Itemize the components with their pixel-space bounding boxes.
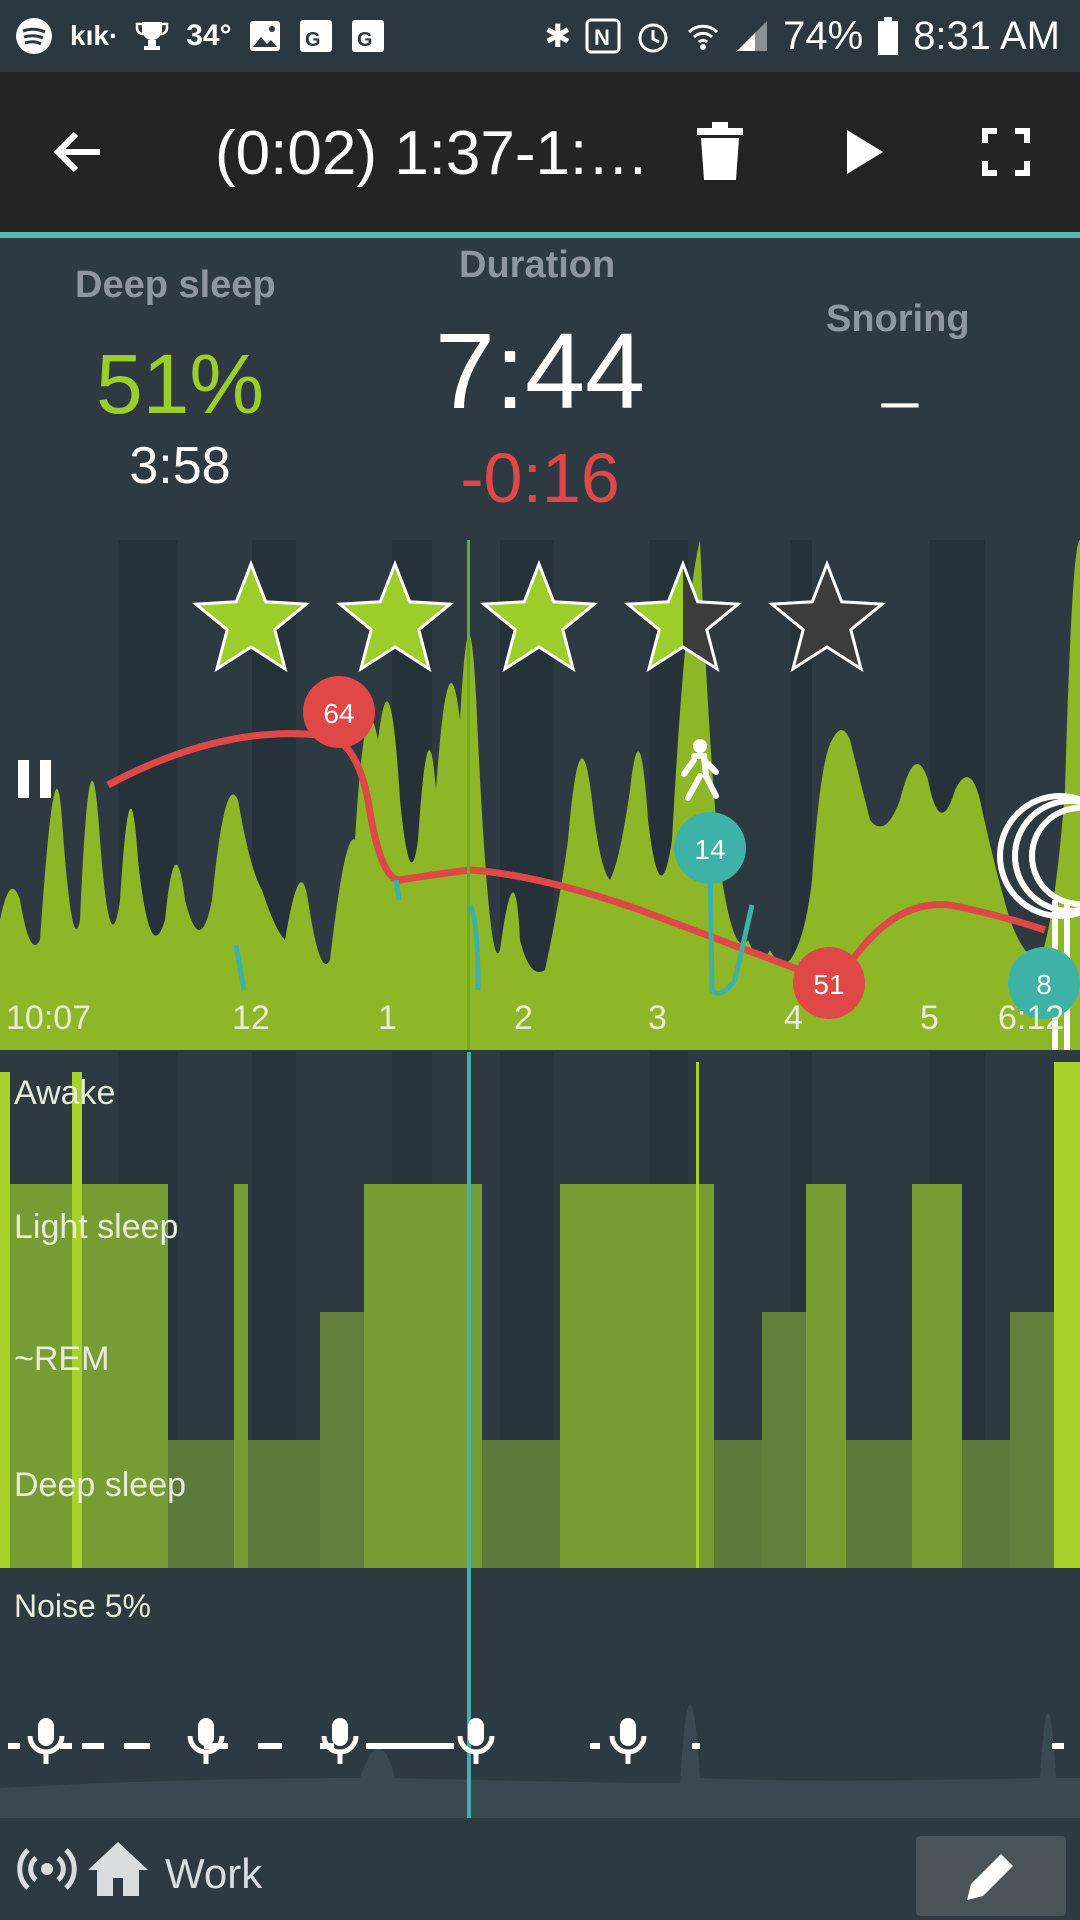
hypno-label-awake: Awake bbox=[14, 1074, 116, 1112]
noise-panel: Noise 5% bbox=[0, 1568, 1080, 1818]
fullscreen-button[interactable] bbox=[966, 112, 1046, 192]
time-label-2: 2 bbox=[514, 999, 533, 1037]
accent-divider bbox=[0, 232, 1080, 238]
temperature-text: 34° bbox=[186, 19, 232, 52]
hr-marker-min: 51 bbox=[793, 947, 865, 1019]
noise-label: Noise 5% bbox=[14, 1588, 151, 1624]
star-icon[interactable] bbox=[479, 559, 599, 673]
play-button[interactable] bbox=[824, 112, 904, 192]
back-icon bbox=[53, 131, 100, 173]
hypno-label-rem: ~REM bbox=[14, 1340, 110, 1378]
hr-min-label: 51 bbox=[813, 969, 844, 1000]
hypnogram: Awake Light sleep ~REM Deep sleep bbox=[0, 1052, 1080, 1568]
svg-text:G: G bbox=[305, 29, 321, 51]
alarm-icon bbox=[638, 23, 668, 53]
snoring-value: _ bbox=[882, 337, 918, 409]
deep-sleep-label: Deep sleep bbox=[75, 264, 276, 306]
time-cursor-hypno bbox=[467, 1052, 471, 1568]
recording-title: (0:02) 1:37-1:… bbox=[215, 119, 650, 188]
svg-text:N: N bbox=[594, 25, 610, 50]
time-cursor bbox=[467, 540, 470, 1050]
recording-mic-icon[interactable] bbox=[457, 1718, 495, 1764]
recording-mic-icon[interactable] bbox=[27, 1718, 65, 1764]
time-label-start: 10:07 bbox=[6, 999, 91, 1037]
time-label-12: 12 bbox=[232, 999, 270, 1037]
recording-mic-icon[interactable] bbox=[321, 1718, 359, 1764]
hypno-label-deep: Deep sleep bbox=[14, 1466, 187, 1504]
location-tag: Work bbox=[165, 1850, 263, 1897]
spo2-marker-b: 8 bbox=[1008, 947, 1080, 1019]
star-icon[interactable] bbox=[623, 559, 743, 673]
time-label-4: 4 bbox=[784, 999, 803, 1037]
pencil-icon bbox=[967, 1854, 1013, 1900]
trophy-icon bbox=[136, 22, 169, 50]
back-button[interactable] bbox=[38, 112, 118, 192]
duration-value: 7:44 bbox=[434, 310, 646, 431]
spo2-line bbox=[233, 859, 755, 996]
nfc-icon: N bbox=[585, 18, 621, 54]
bottom-bar: Work bbox=[0, 1818, 1080, 1920]
maps-icon: G bbox=[299, 20, 332, 52]
battery-icon bbox=[878, 17, 899, 55]
recording-mic-icon[interactable] bbox=[609, 1718, 647, 1764]
spo2-marker-a: 14 bbox=[674, 812, 746, 884]
kik-icon: kık· bbox=[70, 20, 119, 51]
duration-delta: -0:16 bbox=[460, 439, 620, 517]
spotify-icon bbox=[16, 18, 52, 54]
star-icon[interactable] bbox=[191, 559, 311, 673]
time-cursor-noise bbox=[467, 1568, 471, 1818]
bluetooth-icon: ✱ bbox=[544, 18, 572, 54]
duration-label: Duration bbox=[459, 244, 616, 286]
broadcast-icon bbox=[17, 1848, 77, 1890]
hr-marker-max: 64 bbox=[303, 676, 375, 748]
pause-icon bbox=[18, 760, 51, 798]
delete-icon bbox=[697, 122, 743, 180]
time-label-5: 5 bbox=[920, 999, 939, 1037]
toolbar: (0:02) 1:37-1:… bbox=[0, 72, 1080, 232]
recording-mic-icon[interactable] bbox=[187, 1718, 225, 1764]
star-icon[interactable] bbox=[335, 559, 455, 673]
time-label-3: 3 bbox=[648, 999, 667, 1037]
status-bar: kık· 34° G G ✱ N 74% 8:31 AM bbox=[0, 0, 1080, 72]
noise-wave bbox=[0, 1704, 1080, 1818]
hr-max-label: 64 bbox=[323, 698, 354, 729]
spo2-marker-a-label: 14 bbox=[694, 834, 725, 865]
wifi-icon bbox=[688, 24, 719, 50]
battery-percent: 74% bbox=[783, 13, 864, 58]
spo2-marker-b-label: 8 bbox=[1036, 969, 1052, 1000]
hypno-label-light: Light sleep bbox=[14, 1208, 179, 1246]
time-label-end: 6:12 bbox=[998, 999, 1064, 1037]
maps-icon: G bbox=[351, 20, 384, 52]
image-icon bbox=[249, 21, 280, 51]
fullscreen-icon bbox=[982, 128, 1030, 176]
deep-sleep-percent: 51% bbox=[95, 337, 265, 431]
svg-text:G: G bbox=[357, 29, 373, 51]
snoring-label: Snoring bbox=[826, 298, 970, 340]
movement-area bbox=[0, 540, 1080, 1050]
walking-icon bbox=[681, 739, 719, 801]
star-rating[interactable] bbox=[188, 559, 908, 680]
star-icon[interactable] bbox=[767, 559, 887, 673]
play-icon bbox=[847, 130, 883, 174]
clock-time: 8:31 AM bbox=[913, 13, 1060, 58]
deep-sleep-time: 3:58 bbox=[129, 437, 231, 495]
signal-icon bbox=[737, 21, 768, 51]
home-icon bbox=[88, 1842, 148, 1896]
time-label-1: 1 bbox=[378, 999, 397, 1037]
delete-button[interactable] bbox=[680, 112, 760, 192]
edit-button[interactable] bbox=[916, 1836, 1066, 1916]
